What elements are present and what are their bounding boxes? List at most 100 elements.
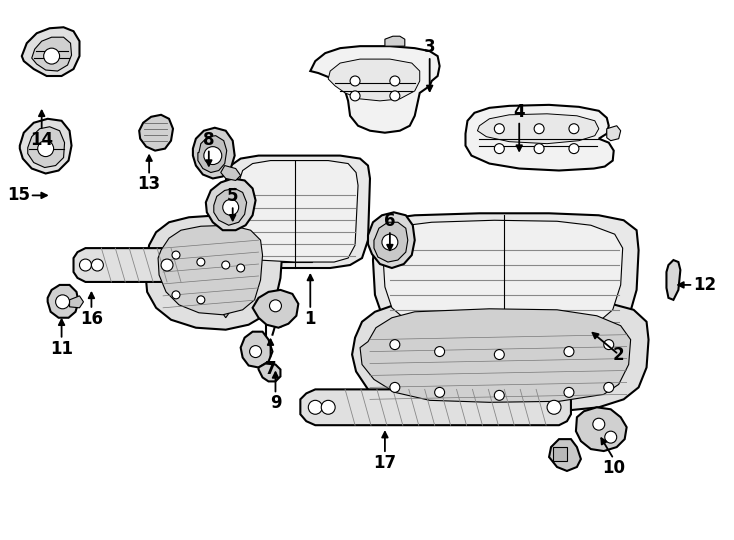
Text: 6: 6 [384,212,396,230]
Text: 9: 9 [269,394,281,413]
Text: 15: 15 [7,186,30,204]
Circle shape [604,340,614,349]
Polygon shape [226,156,370,268]
Circle shape [534,124,544,134]
Polygon shape [258,363,280,381]
Polygon shape [383,220,622,333]
Polygon shape [214,188,247,225]
Polygon shape [553,447,567,461]
Polygon shape [310,46,440,133]
Circle shape [547,400,561,414]
Polygon shape [374,222,408,262]
Polygon shape [300,389,571,425]
Text: 7: 7 [265,360,276,377]
Circle shape [569,144,579,153]
Circle shape [564,387,574,397]
Polygon shape [468,360,512,381]
Circle shape [92,259,103,271]
Polygon shape [139,115,173,151]
Circle shape [308,400,322,414]
Polygon shape [468,278,499,302]
Polygon shape [221,166,241,180]
Polygon shape [70,296,84,308]
Circle shape [604,382,614,393]
Polygon shape [241,332,272,368]
Text: 11: 11 [50,340,73,357]
Circle shape [494,144,504,153]
Circle shape [250,346,261,357]
Text: 4: 4 [513,103,525,121]
Circle shape [593,418,605,430]
Polygon shape [28,127,65,167]
Polygon shape [607,126,621,140]
Polygon shape [32,37,71,71]
Text: 5: 5 [227,187,239,205]
Text: 8: 8 [203,131,214,149]
Circle shape [494,124,504,134]
Circle shape [197,296,205,304]
Polygon shape [360,309,631,402]
Circle shape [564,347,574,356]
Circle shape [56,295,70,309]
Text: 2: 2 [613,346,625,363]
Circle shape [197,258,205,266]
Polygon shape [252,290,298,328]
Polygon shape [328,59,420,101]
Circle shape [605,431,617,443]
Polygon shape [193,128,235,179]
Circle shape [222,261,230,269]
Polygon shape [352,298,649,412]
Polygon shape [206,179,255,230]
Text: 1: 1 [305,310,316,328]
Polygon shape [20,119,71,173]
Polygon shape [198,136,227,172]
Circle shape [350,76,360,86]
Circle shape [435,387,445,397]
Circle shape [79,259,92,271]
Circle shape [390,340,400,349]
Polygon shape [236,160,358,262]
Polygon shape [145,215,283,330]
Circle shape [172,251,180,259]
Circle shape [269,300,281,312]
Circle shape [494,349,504,360]
Polygon shape [549,439,581,471]
Polygon shape [385,36,405,46]
Polygon shape [48,285,79,318]
Circle shape [390,91,400,101]
Text: 13: 13 [137,176,161,193]
Circle shape [321,400,335,414]
Polygon shape [666,260,680,300]
Polygon shape [158,225,263,315]
Text: 12: 12 [694,276,716,294]
Polygon shape [278,318,286,328]
Circle shape [204,147,222,165]
Polygon shape [477,114,599,144]
Text: 14: 14 [30,131,54,149]
Polygon shape [22,27,79,76]
Circle shape [494,390,504,400]
Circle shape [37,140,54,157]
Text: 3: 3 [424,38,435,56]
Text: 10: 10 [602,459,625,477]
Circle shape [390,382,400,393]
Polygon shape [278,245,312,262]
Circle shape [435,347,445,356]
Polygon shape [576,407,627,451]
Circle shape [172,291,180,299]
Polygon shape [373,213,639,345]
Circle shape [534,144,544,153]
Circle shape [43,48,59,64]
Circle shape [569,124,579,134]
Polygon shape [368,212,415,268]
Polygon shape [73,248,179,282]
Circle shape [222,199,239,215]
Text: 17: 17 [374,454,396,472]
Circle shape [236,264,244,272]
Polygon shape [465,105,614,171]
Text: 16: 16 [80,310,103,328]
Circle shape [390,76,400,86]
Polygon shape [219,308,233,318]
Circle shape [161,259,173,271]
Circle shape [350,91,360,101]
